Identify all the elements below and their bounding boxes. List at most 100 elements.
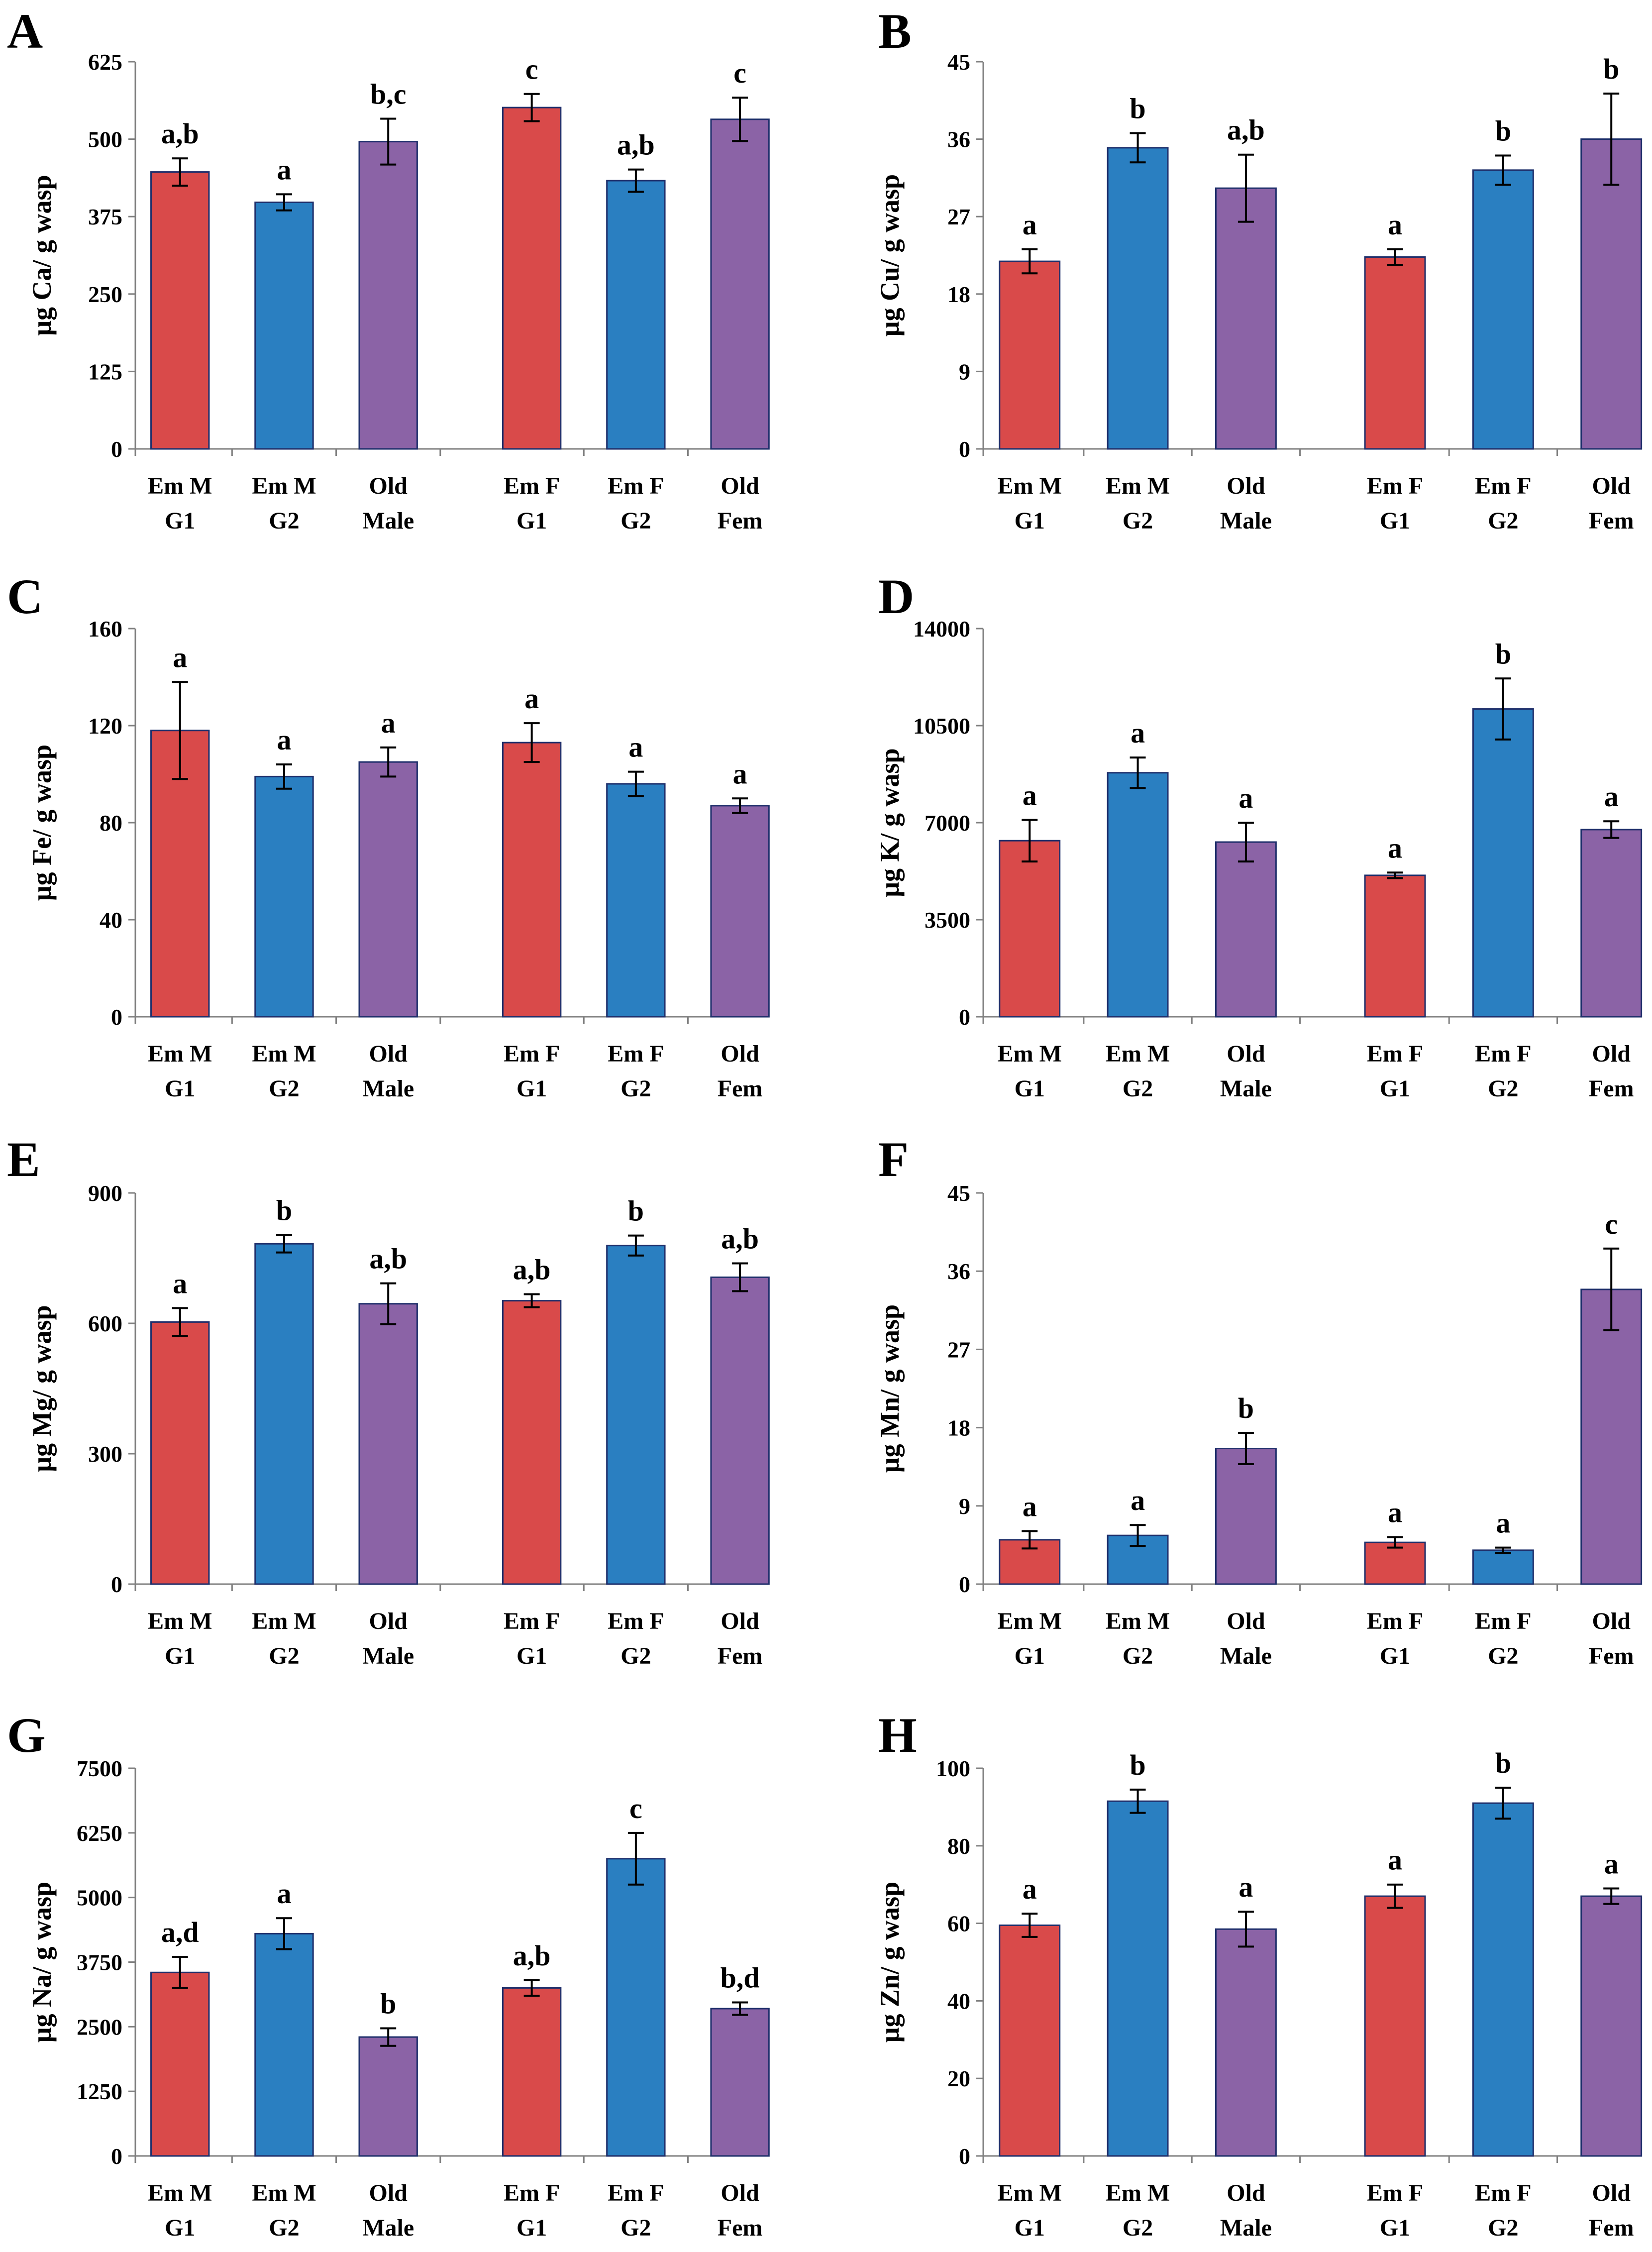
panel-label: B <box>878 3 912 59</box>
category-label-line2: G2 <box>620 1643 651 1669</box>
y-tick-label: 375 <box>88 204 122 229</box>
category-label-line2: G1 <box>165 1075 195 1102</box>
category-label-line2: G1 <box>1015 1075 1045 1102</box>
y-axis-title: μg Zn/ g wasp <box>875 1882 905 2042</box>
category-label-line1: Old <box>369 1608 408 1634</box>
bar <box>710 118 770 450</box>
y-tick-label: 0 <box>959 1572 970 1597</box>
category-label-line1: Em F <box>608 473 664 499</box>
bar <box>358 2036 418 2157</box>
category-label-line1: Em F <box>504 1608 560 1634</box>
category-label-line2: G1 <box>165 508 195 534</box>
category-label-line2: Male <box>1220 1643 1272 1669</box>
category-label-line1: Em M <box>998 473 1062 499</box>
chart-panel-g: Gμg Na/ g wasp 0 1250 2500 3750 5000 6250 7500 a… <box>7 1708 770 2241</box>
y-tick-label: 0 <box>111 2144 122 2169</box>
significance-label: b,d <box>721 1962 760 1994</box>
category-label-line2: Male <box>1220 508 1272 534</box>
bar <box>606 1245 666 1585</box>
bar <box>1215 187 1277 450</box>
chart-panel-a: Aμg Ca/ g wasp 0 125 250 375 500 625 a,b Em M G1 a… <box>7 3 770 534</box>
category-label-line2: G2 <box>1123 508 1153 534</box>
category-label-line2: Fem <box>1589 2215 1634 2241</box>
category-label-line2: Male <box>362 1643 414 1669</box>
y-tick-label: 0 <box>959 2144 970 2169</box>
significance-label: b,c <box>370 78 407 110</box>
significance-label: a <box>733 757 747 790</box>
y-tick-label: 9 <box>959 1494 970 1519</box>
significance-label: a,b <box>161 117 199 150</box>
category-label-line1: Em M <box>1106 473 1170 499</box>
category-label-line1: Em M <box>252 1041 316 1067</box>
category-label-line1: Em M <box>1106 1608 1170 1634</box>
y-axis-title: μg Ca/ g wasp <box>27 175 57 335</box>
y-tick-label: 625 <box>88 49 122 75</box>
significance-label: b <box>1238 1392 1254 1424</box>
y-tick-label: 3500 <box>925 907 970 933</box>
y-tick-label: 0 <box>111 436 122 462</box>
bar <box>502 107 562 450</box>
category-label-line1: Em M <box>998 1041 1062 1067</box>
category-label-line2: G2 <box>1123 2215 1153 2241</box>
category-label-line1: Em M <box>148 1608 212 1634</box>
category-label-line2: G1 <box>516 508 547 534</box>
category-label-line1: Old <box>1592 2180 1631 2206</box>
category-label-line2: G2 <box>1123 1643 1153 1669</box>
significance-label: a,b <box>721 1222 759 1255</box>
category-label-line2: G1 <box>516 1643 547 1669</box>
significance-label: a <box>1023 1873 1037 1905</box>
significance-label: a <box>1131 717 1145 749</box>
significance-label: c <box>525 53 538 86</box>
category-label-line2: Male <box>362 2215 414 2241</box>
significance-label: a <box>1388 832 1402 864</box>
bar <box>1107 147 1169 450</box>
y-tick-label: 20 <box>947 2066 970 2091</box>
bar <box>1580 829 1643 1018</box>
category-label-line1: Old <box>369 2180 408 2206</box>
y-tick-label: 10500 <box>913 713 970 739</box>
significance-label: c <box>1605 1208 1618 1240</box>
significance-label: b <box>1495 1747 1511 1779</box>
bar <box>1107 1800 1169 2157</box>
significance-label: a,b <box>1227 114 1265 146</box>
bar <box>254 202 314 450</box>
y-axis-title: μg Mg/ g wasp <box>27 1305 57 1472</box>
category-label-line2: Male <box>362 508 414 534</box>
chart-panel-e: Eμg Mg/ g wasp 0 300 600 900 a Em M G1 b Em M G2 a,… <box>7 1132 770 1669</box>
significance-label: a <box>1239 782 1253 814</box>
significance-label: b <box>1495 114 1511 147</box>
category-label-line2: G1 <box>165 2215 195 2241</box>
significance-label: a <box>1388 209 1402 241</box>
significance-label: a <box>173 641 187 673</box>
category-label-line2: G1 <box>1015 2215 1045 2241</box>
category-label-line2: G2 <box>1123 1075 1153 1102</box>
y-tick-label: 7500 <box>77 1756 122 1781</box>
chart-panel-b: Bμg Cu/ g wasp 0 9 18 27 36 45 a Em M G1 b Em M G2 a,… <box>875 3 1643 534</box>
category-label-line2: G2 <box>1488 1075 1518 1102</box>
category-label-line1: Em M <box>148 1041 212 1067</box>
category-label-line1: Em F <box>504 1041 560 1067</box>
category-label-line1: Old <box>369 1041 408 1067</box>
y-tick-label: 250 <box>88 282 122 307</box>
significance-label: b <box>1130 1749 1145 1781</box>
category-label-line1: Em M <box>1106 1041 1170 1067</box>
category-label-line1: Em F <box>1367 473 1423 499</box>
category-label-line2: G2 <box>1488 1643 1518 1669</box>
category-label-line2: G1 <box>1380 508 1410 534</box>
bar <box>150 1321 210 1585</box>
y-tick-label: 80 <box>100 810 122 836</box>
category-label-line2: G1 <box>1015 508 1045 534</box>
category-label-line2: G2 <box>269 1643 299 1669</box>
y-tick-label: 0 <box>959 1004 970 1030</box>
bar <box>606 180 666 450</box>
category-label-line2: Fem <box>718 2215 763 2241</box>
category-label-line1: Old <box>1227 473 1265 499</box>
panel-label: H <box>878 1708 917 1763</box>
category-label-line1: Old <box>1227 1041 1265 1067</box>
category-label-line1: Em F <box>1475 1041 1531 1067</box>
bar <box>999 260 1061 450</box>
y-tick-label: 40 <box>100 907 122 933</box>
y-tick-label: 18 <box>947 1415 970 1441</box>
significance-label: a <box>173 1267 187 1299</box>
significance-label: a <box>1239 1871 1253 1903</box>
